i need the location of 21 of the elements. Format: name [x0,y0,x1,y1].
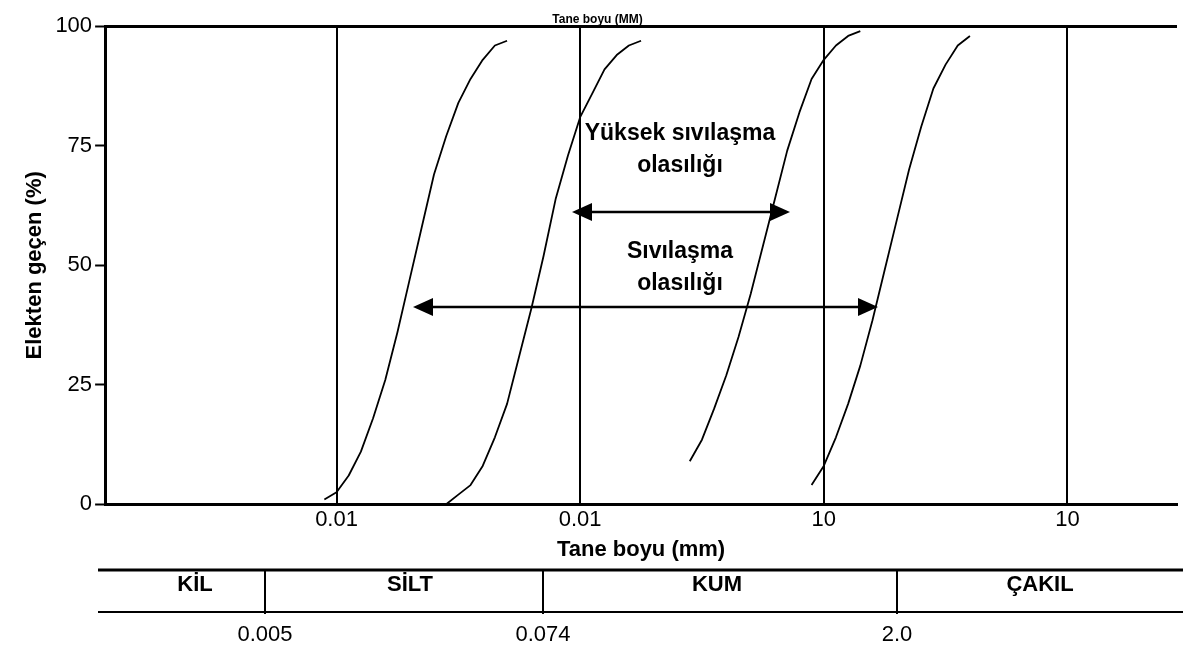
x-axis-title: Tane boyu (mm) [556,535,726,561]
y-axis-title: Elekten geçen (%) [21,171,47,360]
text: 0.005 [237,621,293,647]
text: KİL [177,571,213,597]
y-tick-label: 50 [67,251,93,277]
y-tick-label: 25 [67,370,93,396]
y-tick-label: 0 [79,490,93,516]
text: KUM [691,571,743,597]
text: SİLT [386,571,434,597]
text: 0.074 [515,621,571,647]
x-tick-label: 0.01 [315,506,358,532]
text: ÇAKIL [1006,571,1074,597]
x-tick-label: 0.01 [558,506,602,532]
y-tick-label: 75 [67,131,93,157]
chart-title: Tane boyu (MM) [552,11,643,26]
text: 2.0 [881,621,913,647]
annotation: Sıvılaşma olasılığı [625,236,735,297]
annotation: Yüksek sıvılaşma olasılığı [583,118,777,179]
x-tick-label: 10 [811,506,836,532]
x-tick-label: 10 [1055,506,1080,532]
y-tick-label: 100 [55,12,93,38]
